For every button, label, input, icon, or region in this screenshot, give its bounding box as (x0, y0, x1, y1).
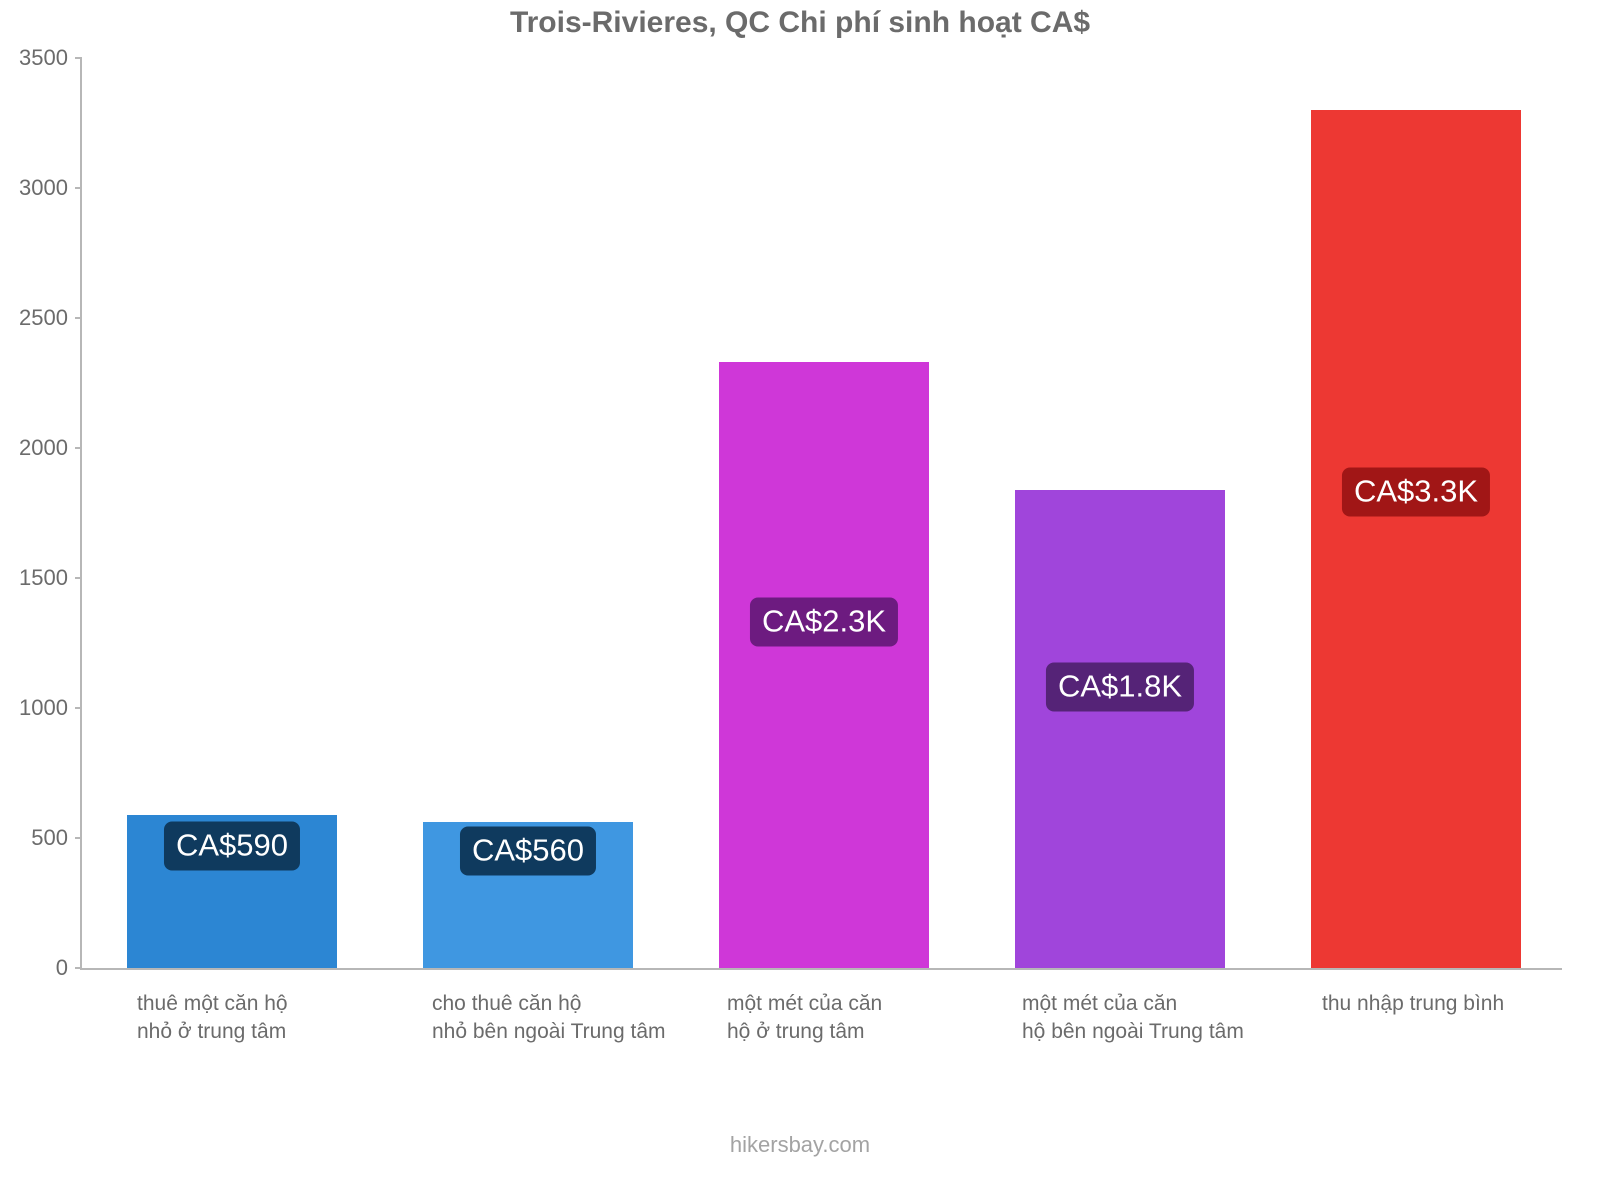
x-axis-label: một mét của cănhộ ở trung tâm (727, 990, 882, 1047)
x-axis-label: một mét của cănhộ bên ngoài Trung tâm (1022, 990, 1244, 1047)
y-tick-mark (75, 967, 82, 969)
chart-title: Trois-Rivieres, QC Chi phí sinh hoạt CA$ (0, 6, 1600, 40)
attribution: hikersbay.com (0, 1132, 1600, 1158)
y-tick-label: 1000 (19, 695, 82, 721)
y-tick-mark (75, 447, 82, 449)
y-tick-mark (75, 707, 82, 709)
x-axis-label: thuê một căn hộnhỏ ở trung tâm (137, 990, 288, 1047)
x-axis-label: thu nhập trung bình (1322, 990, 1504, 1018)
y-tick-label: 3000 (19, 175, 82, 201)
y-tick-label: 2000 (19, 435, 82, 461)
x-axis-label: cho thuê căn hộnhỏ bên ngoài Trung tâm (432, 990, 666, 1047)
value-badge: CA$590 (164, 821, 300, 870)
y-tick-label: 1500 (19, 565, 82, 591)
y-tick-mark (75, 577, 82, 579)
plot-area: 0500100015002000250030003500CA$590thuê m… (80, 58, 1562, 970)
y-tick-label: 3500 (19, 45, 82, 71)
bar (1311, 110, 1521, 968)
y-tick-mark (75, 187, 82, 189)
value-badge: CA$3.3K (1342, 468, 1490, 517)
bar (1015, 490, 1225, 968)
value-badge: CA$1.8K (1046, 663, 1194, 712)
y-tick-label: 2500 (19, 305, 82, 331)
y-tick-mark (75, 57, 82, 59)
bar (719, 362, 929, 968)
value-badge: CA$2.3K (750, 598, 898, 647)
value-badge: CA$560 (460, 827, 596, 876)
y-tick-mark (75, 317, 82, 319)
cost-of-living-chart: Trois-Rivieres, QC Chi phí sinh hoạt CA$… (0, 0, 1600, 1200)
y-tick-mark (75, 837, 82, 839)
